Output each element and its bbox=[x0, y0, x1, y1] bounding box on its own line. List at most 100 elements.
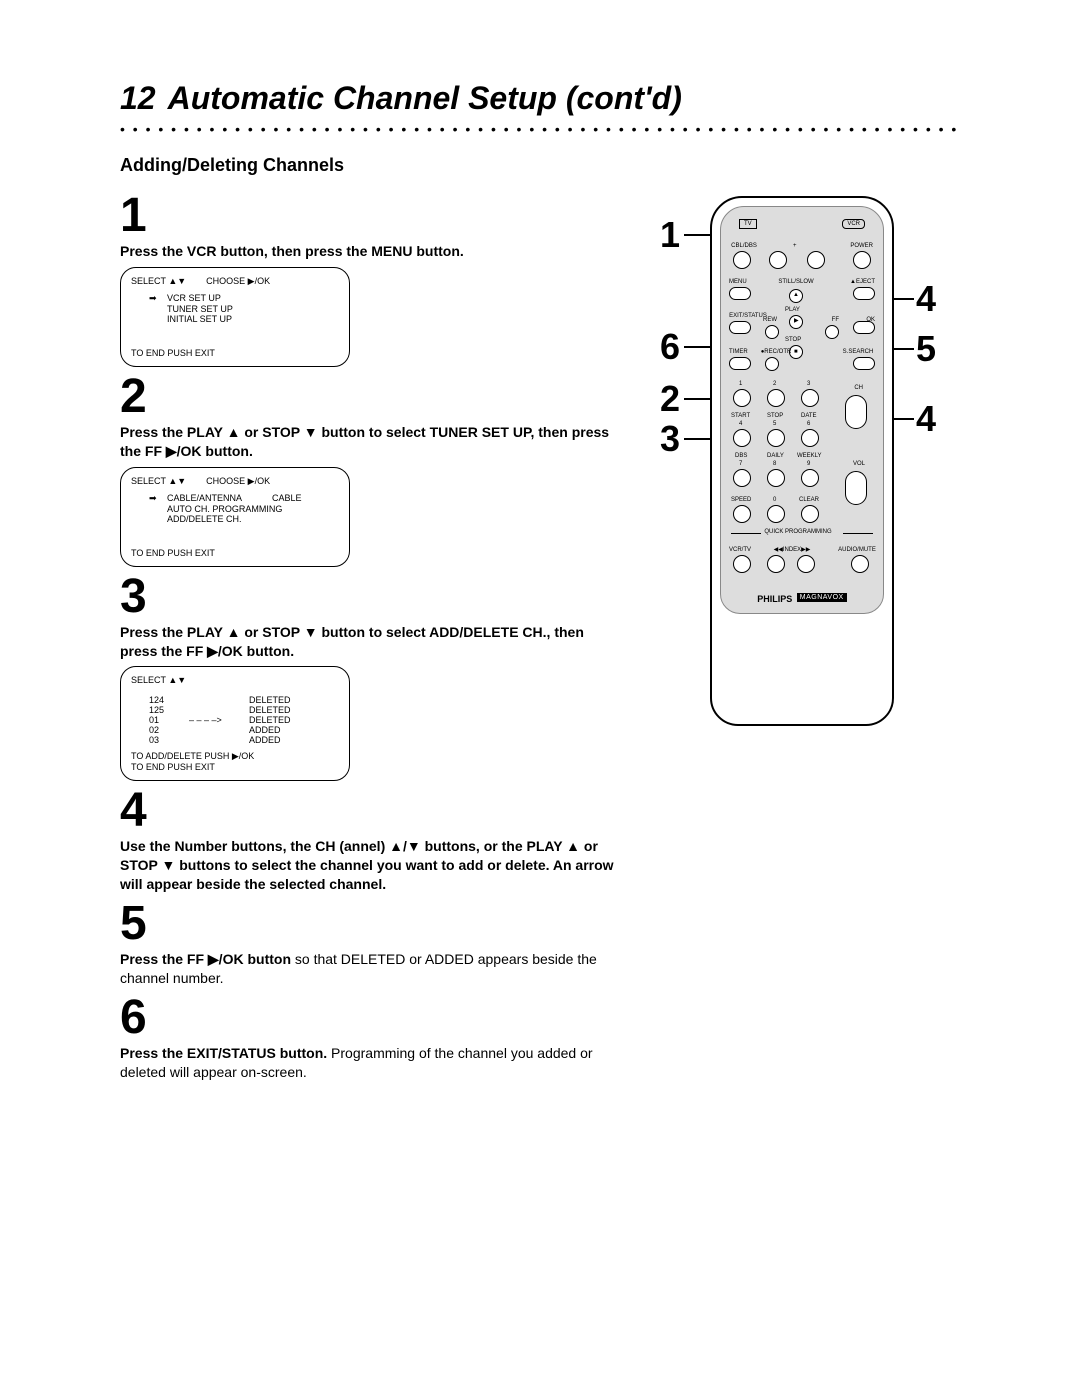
osd3-footer1: TO ADD/DELETE PUSH ▶/OK bbox=[131, 751, 339, 762]
callout-4a: 4 bbox=[916, 278, 936, 320]
clear-label: CLEAR bbox=[799, 497, 819, 503]
play-up-button: ▲ bbox=[789, 289, 803, 303]
start-label: START bbox=[731, 413, 750, 419]
osd3-ch: 02 bbox=[149, 725, 189, 735]
osd2-select: SELECT ▲▼ bbox=[131, 476, 186, 487]
step-5-bold: Press the FF ▶/OK button bbox=[120, 951, 291, 967]
index-ff-button bbox=[797, 555, 815, 573]
num-label: 6 bbox=[807, 421, 810, 427]
vcrtv-label: VCR/TV bbox=[729, 547, 751, 553]
plus-label: + bbox=[793, 243, 797, 249]
weekly-label: WEEKLY bbox=[797, 453, 822, 459]
osd3-ch: 03 bbox=[149, 735, 189, 745]
osd2-value: CABLE bbox=[272, 493, 302, 503]
remote-column: 1 6 2 3 4 5 4 bbox=[660, 186, 960, 756]
dotted-rule: • • • • • • • • • • • • • • • • • • • • … bbox=[120, 121, 960, 137]
callout-2: 2 bbox=[660, 378, 680, 420]
play-label: PLAY bbox=[785, 307, 800, 313]
osd1-choose: CHOOSE ▶/OK bbox=[206, 276, 270, 287]
osd1-arrow: ➡ bbox=[149, 293, 161, 304]
page-title: Automatic Channel Setup (cont'd) bbox=[168, 80, 682, 117]
num-label: 8 bbox=[773, 461, 776, 467]
exit-button bbox=[729, 321, 751, 334]
step-6-number: 6 bbox=[120, 994, 620, 1042]
content-columns: 1 Press the VCR button, then press the M… bbox=[120, 186, 960, 1082]
callout-5: 5 bbox=[916, 328, 936, 370]
osd3-ch: 125 bbox=[149, 705, 189, 715]
osd2-choose: CHOOSE ▶/OK bbox=[206, 476, 270, 487]
step-1-text: Press the VCR button, then press the MEN… bbox=[120, 242, 620, 261]
tv-label: TV bbox=[739, 219, 757, 229]
brand-label: PHILIPS bbox=[757, 594, 792, 604]
manual-page: 12 Automatic Channel Setup (cont'd) • • … bbox=[0, 0, 1080, 1202]
ch-button bbox=[845, 395, 867, 429]
osd2-footer: TO END PUSH EXIT bbox=[131, 548, 339, 558]
remote-diagram: 1 6 2 3 4 5 4 bbox=[660, 196, 960, 756]
rew-button bbox=[765, 325, 779, 339]
remote-panel: TV VCR CBL/DBS + POWER MENU STILL/S bbox=[720, 206, 884, 614]
stop-label: STOP bbox=[785, 337, 801, 343]
step-1-number: 1 bbox=[120, 192, 620, 240]
osd3-mid bbox=[189, 695, 249, 705]
num-0-button bbox=[767, 505, 785, 523]
osd3-ch: 01 bbox=[149, 715, 189, 725]
index-rew-button bbox=[767, 555, 785, 573]
qp-rule bbox=[843, 533, 873, 534]
osd2-item: ADD/DELETE CH. bbox=[167, 514, 242, 524]
callout-4b: 4 bbox=[916, 398, 936, 440]
num-3-button bbox=[801, 389, 819, 407]
osd3-status: DELETED bbox=[249, 695, 319, 705]
osd3-select: SELECT ▲▼ bbox=[131, 675, 186, 685]
brand-row: PHILIPS MAGNAVOX bbox=[721, 589, 883, 607]
menu-button bbox=[729, 287, 751, 300]
step-4-text: Use the Number buttons, the CH (annel) ▲… bbox=[120, 837, 620, 894]
osd-screen-2: SELECT ▲▼ CHOOSE ▶/OK ➡ CABLE/ANTENNA CABL… bbox=[120, 467, 350, 567]
osd2-item: CABLE/ANTENNA bbox=[167, 493, 242, 503]
osd3-status: ADDED bbox=[249, 735, 319, 745]
vol-button bbox=[845, 471, 867, 505]
osd3-ch: 124 bbox=[149, 695, 189, 705]
eject-button bbox=[853, 287, 875, 300]
num-label: 0 bbox=[773, 497, 776, 503]
num-label: 7 bbox=[739, 461, 742, 467]
vcr-label: VCR bbox=[842, 219, 865, 229]
num-4-button bbox=[733, 429, 751, 447]
audio-label: AUDIO/MUTE bbox=[837, 547, 877, 553]
osd1-item: TUNER SET UP bbox=[167, 304, 233, 314]
num-8-button bbox=[767, 469, 785, 487]
title-row: 12 Automatic Channel Setup (cont'd) bbox=[120, 80, 960, 117]
num-label: 9 bbox=[807, 461, 810, 467]
step-3-number: 3 bbox=[120, 573, 620, 621]
clear-button bbox=[801, 505, 819, 523]
osd1-item: VCR SET UP bbox=[167, 293, 221, 303]
timer-label: TIMER bbox=[729, 349, 748, 355]
remote-body: TV VCR CBL/DBS + POWER MENU STILL/S bbox=[710, 196, 894, 726]
timer-button bbox=[729, 357, 751, 370]
step-6-bold: Press the EXIT/STATUS button. bbox=[120, 1045, 327, 1061]
dbs-label: DBS bbox=[735, 453, 747, 459]
num-label: 3 bbox=[807, 381, 810, 387]
plus-button bbox=[769, 251, 787, 269]
power-label: POWER bbox=[850, 243, 873, 249]
cbl-label: CBL/DBS bbox=[729, 243, 759, 249]
vol-label: VOL bbox=[853, 461, 865, 467]
eject-label: ▲EJECT bbox=[850, 279, 875, 285]
power-button bbox=[853, 251, 871, 269]
qp-label: QUICK PROGRAMMING bbox=[763, 529, 833, 535]
num-7-button bbox=[733, 469, 751, 487]
speed-label: SPEED bbox=[731, 497, 751, 503]
audio-button bbox=[851, 555, 869, 573]
minus-button bbox=[807, 251, 825, 269]
step-5-text: Press the FF ▶/OK button so that DELETED… bbox=[120, 950, 620, 988]
step-2-text: Press the PLAY ▲ or STOP ▼ button to sel… bbox=[120, 423, 620, 461]
osd2-arrow: ➡ bbox=[149, 493, 161, 504]
exit-label: EXIT/STATUS bbox=[729, 313, 767, 319]
step-5-number: 5 bbox=[120, 900, 620, 948]
rew-label: REW bbox=[763, 317, 777, 323]
osd3-status: DELETED bbox=[249, 705, 319, 715]
cbl-button bbox=[733, 251, 751, 269]
osd-screen-3: SELECT ▲▼ 124DELETED 125DELETED 01– – – … bbox=[120, 666, 350, 781]
speed-button bbox=[733, 505, 751, 523]
num-label: 1 bbox=[739, 381, 742, 387]
rec-button bbox=[765, 357, 779, 371]
